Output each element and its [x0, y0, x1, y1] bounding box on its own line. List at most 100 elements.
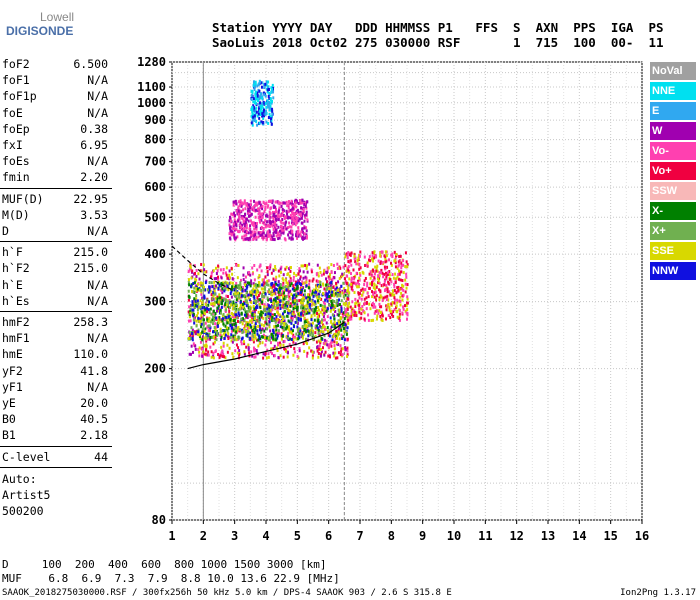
echo-point [197, 316, 200, 320]
echo-point [385, 308, 388, 312]
echo-point [305, 284, 308, 288]
param-name: hmF1 [2, 331, 30, 346]
echo-point [265, 283, 268, 287]
echo-point [393, 250, 396, 254]
echo-point [249, 230, 252, 234]
echo-point [289, 284, 292, 288]
echo-point [187, 278, 190, 282]
echo-point [293, 325, 296, 329]
echo-point [241, 294, 244, 298]
echo-point [234, 326, 237, 330]
echo-point [261, 204, 264, 208]
echo-point [325, 280, 328, 284]
param-value: N/A [87, 277, 108, 292]
echo-point [201, 347, 204, 351]
echo-point [334, 351, 337, 355]
echo-point [289, 201, 292, 205]
x-tick-label: 10 [447, 529, 461, 543]
echo-point [256, 96, 259, 100]
echo-point [256, 290, 259, 294]
echo-point [209, 345, 212, 349]
echo-point [253, 316, 256, 320]
echo-point [305, 226, 308, 230]
echo-point [189, 310, 192, 314]
echo-point [291, 222, 294, 226]
echo-point [279, 343, 282, 347]
echo-point [327, 329, 330, 333]
echo-point [326, 299, 329, 303]
echo-point [380, 284, 383, 288]
echo-point [267, 279, 270, 283]
echo-point [342, 281, 345, 285]
echo-point [272, 299, 275, 303]
param-row: h`E N/A [2, 277, 108, 293]
echo-point [276, 324, 279, 328]
echo-point [200, 262, 203, 266]
echo-point [238, 336, 241, 340]
echo-point [291, 209, 294, 213]
echo-point [391, 289, 394, 293]
echo-point [191, 308, 194, 312]
echo-point [189, 311, 192, 315]
echo-point [245, 226, 248, 230]
echo-point [404, 282, 407, 286]
echo-point [282, 294, 285, 298]
echo-point [212, 290, 215, 294]
echo-point [279, 270, 282, 274]
echo-point [195, 332, 198, 336]
echo-point [245, 202, 248, 206]
echo-point [272, 212, 275, 216]
echo-point [257, 324, 260, 328]
echo-point [260, 104, 263, 108]
echo-point [263, 222, 266, 226]
echo-point [255, 304, 258, 308]
echo-point [227, 300, 230, 304]
echo-point [271, 107, 274, 111]
echo-point [269, 308, 272, 312]
echo-point [243, 319, 246, 323]
echo-point [303, 281, 306, 285]
echo-point [326, 283, 329, 287]
echo-point [196, 329, 199, 333]
echo-point [269, 234, 272, 238]
echo-point [198, 350, 201, 354]
echo-point [372, 292, 375, 296]
echo-point [392, 314, 395, 318]
echo-point [217, 304, 220, 308]
echo-point [269, 285, 272, 289]
echo-point [341, 315, 344, 319]
echo-point [305, 213, 308, 217]
echo-point [305, 309, 308, 313]
echo-point [332, 285, 335, 289]
echo-point [310, 349, 313, 353]
echo-point [296, 284, 299, 288]
echo-point [235, 202, 238, 206]
echo-point [231, 277, 234, 281]
echo-point [400, 266, 403, 270]
echo-point [229, 281, 232, 285]
echo-point [297, 233, 300, 237]
echo-point [329, 304, 332, 308]
echo-point [378, 276, 381, 280]
echo-point [354, 256, 357, 260]
echo-point [326, 326, 329, 330]
echo-point [318, 344, 321, 348]
echo-point [384, 295, 387, 299]
echo-point [291, 312, 294, 316]
echo-point [347, 268, 350, 272]
echo-point [279, 307, 282, 311]
echo-point [303, 322, 306, 326]
echo-point [300, 301, 303, 305]
echo-point [230, 212, 233, 216]
echo-point [363, 311, 366, 315]
echo-point [341, 291, 344, 295]
echo-point [200, 315, 203, 319]
echo-point [292, 284, 295, 288]
echo-point [353, 290, 356, 294]
echo-point [221, 317, 224, 321]
echo-point [294, 315, 297, 319]
echo-point [283, 327, 286, 331]
echo-point [276, 306, 279, 310]
echo-point [279, 291, 282, 295]
legend-item-nne: NNE [650, 82, 696, 100]
